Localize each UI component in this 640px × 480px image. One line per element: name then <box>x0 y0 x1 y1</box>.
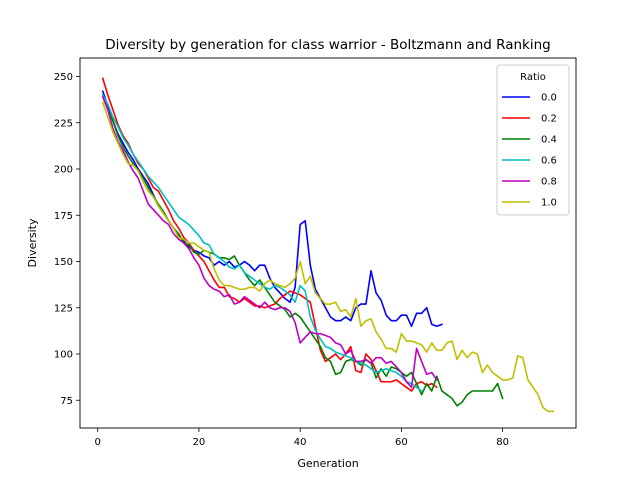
legend-items: 0.0 0.2 0.4 0.6 0.8 1.0 <box>502 93 557 209</box>
x-tick-label: 20 <box>193 437 206 448</box>
y-tick-label: 150 <box>54 257 73 268</box>
x-axis: 0 20 40 60 80 <box>95 428 509 448</box>
x-tick-label: 40 <box>294 437 307 448</box>
chart-title: Diversity by generation for class warrio… <box>105 37 551 53</box>
legend: Ratio 0.0 0.2 0.4 0.6 0.8 1.0 <box>496 64 570 216</box>
y-tick-label: 200 <box>54 165 73 176</box>
series-line-0.6 <box>101 93 423 393</box>
legend-label-0.4: 0.4 <box>541 135 557 146</box>
legend-label-0.2: 0.2 <box>541 114 557 125</box>
legend-title: Ratio <box>520 72 546 83</box>
x-tick-label: 80 <box>496 437 509 448</box>
y-tick-label: 100 <box>54 350 73 361</box>
legend-label-0.8: 0.8 <box>541 177 557 188</box>
series-line-0.2 <box>101 77 438 392</box>
y-tick-label: 75 <box>60 396 73 407</box>
legend-box <box>496 64 570 216</box>
legend-label-0.6: 0.6 <box>541 156 557 167</box>
y-tick-label: 250 <box>54 72 73 83</box>
x-axis-label: Generation <box>297 457 358 470</box>
x-tick-label: 0 <box>95 437 101 448</box>
series-layer <box>101 77 555 413</box>
plot-frame <box>79 57 577 429</box>
legend-label-1.0: 1.0 <box>541 198 557 209</box>
y-axis-label: Diversity <box>26 218 39 267</box>
legend-label-0.0: 0.0 <box>541 93 557 104</box>
series-line-0.8 <box>101 95 438 389</box>
y-tick-label: 125 <box>54 303 73 314</box>
y-tick-label: 225 <box>54 118 73 129</box>
y-tick-label: 175 <box>54 211 73 222</box>
x-tick-label: 60 <box>395 437 408 448</box>
y-axis: 75 100 125 150 175 200 225 250 <box>54 72 80 407</box>
series-line-1.0 <box>101 101 555 413</box>
